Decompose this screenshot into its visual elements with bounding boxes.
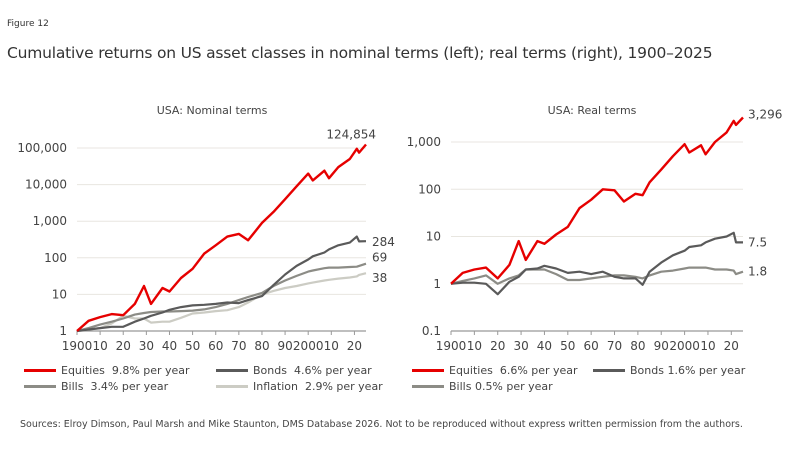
y-tick-label: 1,000 (407, 135, 441, 149)
end-label-equities: 3,296 (748, 108, 782, 122)
legend-label: Inflation 2.9% per year (253, 380, 383, 393)
legend-item-bills: Bills 3.4% per year (24, 380, 168, 393)
sources-note: Sources: Elroy Dimson, Paul Marsh and Mi… (20, 419, 743, 430)
x-tick-label: 10 (324, 339, 339, 353)
legend-swatch (412, 385, 444, 388)
chart-nominal: USA: Nominal terms 1 10 100 1,000 10,000 100,0… (17, 104, 395, 353)
x-tick-label: 40 (162, 339, 177, 353)
y-tick-label: 100,000 (17, 141, 67, 155)
y-tick-label: 0.1 (422, 324, 441, 338)
figure-title: Cumulative returns on US asset classes i… (7, 44, 713, 62)
y-tick-label: 10 (52, 287, 67, 301)
x-tick-label: 60 (208, 339, 223, 353)
x-tick-label: 30 (139, 339, 154, 353)
series-line-inflation (76, 272, 367, 333)
series-line-bonds (76, 235, 367, 333)
x-tick-label: 90 (277, 339, 292, 353)
y-tick-label: 1 (433, 277, 441, 291)
legend-label: Bonds 1.6% per year (630, 364, 746, 377)
x-tick-label: 10 (467, 339, 482, 353)
legend-label: Bills 3.4% per year (61, 380, 169, 393)
legend-item-equities: Equities 6.6% per year (412, 364, 578, 377)
legend-item-bonds: Bonds 4.6% per year (216, 364, 372, 377)
end-label-bills: 1.8 (748, 265, 767, 279)
x-tick-label: 20 (490, 339, 505, 353)
end-label-bills: 69 (372, 251, 387, 265)
legend-swatch (412, 369, 444, 372)
legend-item-bonds: Bonds 1.6% per year (593, 364, 745, 377)
legend-swatch (593, 369, 625, 372)
x-tick-label: 40 (537, 339, 552, 353)
legend-swatch (216, 369, 248, 372)
end-label-bonds: 7.5 (748, 235, 767, 249)
series-line-bills (76, 262, 367, 333)
x-tick-label: 60 (584, 339, 599, 353)
x-tick-label: 20 (347, 339, 362, 353)
x-tick-label: 10 (92, 339, 107, 353)
legend-swatch (216, 385, 248, 388)
x-tick-label: 20 (724, 339, 739, 353)
x-tick-label: 70 (607, 339, 622, 353)
y-tick-label: 10,000 (25, 178, 67, 192)
legend-label: Equities 9.8% per year (61, 364, 190, 377)
x-tick-label: 30 (513, 339, 528, 353)
x-tick-label: 70 (231, 339, 246, 353)
x-tick-label: 1900 (62, 339, 93, 353)
x-tick-label: 10 (700, 339, 715, 353)
series-line-bonds (450, 231, 743, 296)
y-tick-label: 10 (426, 230, 441, 244)
legend-label: Bonds 4.6% per year (253, 364, 372, 377)
series-line-equities (450, 116, 744, 285)
chart-title: USA: Real terms (548, 104, 637, 117)
legend-label: Equities 6.6% per year (449, 364, 578, 377)
x-tick-label: 2000 (669, 339, 700, 353)
x-tick-label: 80 (254, 339, 269, 353)
x-tick-label: 1900 (436, 339, 467, 353)
end-label-bonds: 284 (372, 235, 395, 249)
y-tick-label: 100 (418, 182, 441, 196)
x-tick-label: 50 (560, 339, 575, 353)
x-tick-label: 90 (654, 339, 669, 353)
legend-item-equities: Equities 9.8% per year (24, 364, 190, 377)
series-line-bills (450, 266, 744, 285)
chart-title: USA: Nominal terms (157, 104, 268, 117)
x-tick-label: 2000 (293, 339, 324, 353)
legend-item-inflation: Inflation 2.9% per year (216, 380, 383, 393)
x-tick-label: 20 (116, 339, 131, 353)
y-tick-label: 100 (44, 251, 67, 265)
x-tick-label: 50 (185, 339, 200, 353)
legend-swatch (24, 385, 56, 388)
legend-item-bills: Bills 0.5% per year (412, 380, 553, 393)
end-label-inflation: 38 (372, 271, 387, 285)
legend-swatch (24, 369, 56, 372)
end-label-equities: 124,854 (326, 127, 376, 141)
series-line-equities (76, 143, 367, 332)
y-tick-label: 1 (59, 324, 67, 338)
legend-label: Bills 0.5% per year (449, 380, 553, 393)
x-tick-label: 80 (630, 339, 645, 353)
figure-label: Figure 12 (7, 19, 49, 29)
y-tick-label: 1,000 (33, 214, 67, 228)
